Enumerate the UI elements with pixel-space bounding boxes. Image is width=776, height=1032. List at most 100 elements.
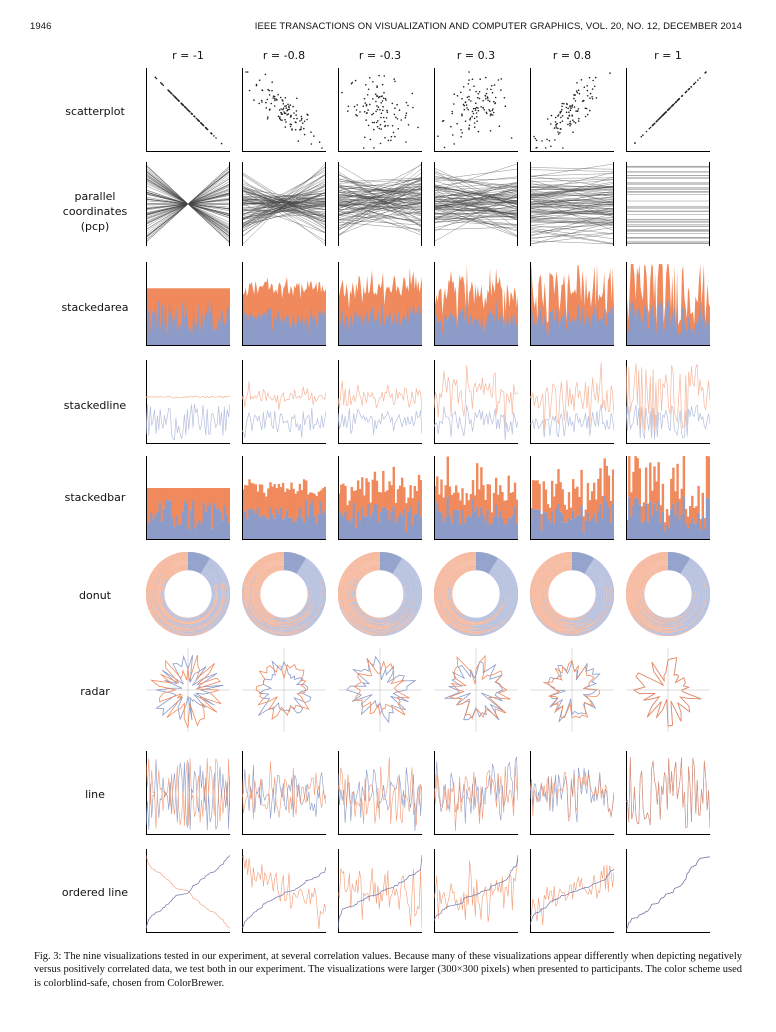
- axis: [338, 68, 422, 152]
- pcp-line: [242, 186, 326, 230]
- donut-arc-orange: [535, 557, 605, 631]
- bar-top: [415, 491, 419, 514]
- scatter-point: [473, 122, 476, 124]
- axis: [242, 68, 326, 152]
- bar-bottom: [699, 529, 702, 540]
- bar-bottom: [284, 517, 287, 540]
- stackedarea-chart: [146, 262, 230, 346]
- pcp-panel: [626, 162, 710, 246]
- donut-arc-orange: [627, 553, 669, 613]
- bar-bottom: [503, 524, 506, 540]
- donut-arc-orange: [259, 569, 285, 616]
- scatter-point: [371, 113, 373, 116]
- bar-top: [206, 488, 210, 506]
- scatter-point: [347, 105, 350, 108]
- bar-bottom: [442, 522, 445, 540]
- pcp-line: [338, 197, 422, 206]
- scatter-point: [592, 79, 594, 82]
- bar-top: [352, 490, 356, 504]
- donut-panel: [146, 552, 230, 636]
- scatter-point: [561, 120, 564, 122]
- bar-top: [682, 456, 686, 497]
- bar-top: [595, 499, 598, 523]
- bar-bottom: [494, 505, 498, 540]
- scatter-point: [569, 120, 572, 123]
- scatter-point: [473, 85, 475, 87]
- stackedbar-panel: [434, 456, 518, 540]
- scatter-point: [557, 114, 560, 116]
- bar-top: [534, 480, 537, 510]
- bar-top: [200, 488, 203, 524]
- scatter-point: [559, 121, 562, 124]
- bar-bottom: [582, 532, 585, 540]
- donut-arc-orange: [253, 563, 285, 610]
- bar-top: [457, 492, 460, 511]
- scatter-point: [573, 121, 575, 123]
- axis: [434, 849, 518, 933]
- stacked-area-bottom: [530, 301, 614, 346]
- scatter-point: [652, 123, 655, 126]
- scatter-point: [161, 83, 163, 85]
- bar-top: [546, 504, 550, 519]
- scatter-point: [483, 109, 486, 111]
- bar-bottom: [388, 520, 391, 540]
- bar-top: [417, 474, 421, 502]
- scatter-point: [398, 109, 401, 111]
- scatter-point: [294, 121, 296, 123]
- bar-bottom: [611, 503, 614, 540]
- bar-top: [275, 488, 278, 509]
- bar-bottom: [638, 504, 641, 540]
- bar-bottom: [413, 514, 416, 540]
- bar-top: [313, 493, 316, 516]
- scatter-point: [380, 112, 383, 115]
- column-label: r = 0.3: [456, 49, 496, 62]
- scatter-point: [383, 120, 386, 123]
- scatterplot-chart: [146, 68, 230, 152]
- scatter-point: [397, 128, 399, 130]
- pcp-line: [530, 183, 614, 198]
- line-panel: [626, 751, 710, 835]
- stackedbar-panel: [626, 456, 710, 540]
- scatter-point: [535, 139, 538, 142]
- pcp-line: [434, 216, 518, 225]
- orderedline-panel: [338, 849, 422, 933]
- donut-arc-orange: [147, 553, 189, 617]
- bar-top: [164, 488, 168, 500]
- bar-bottom: [505, 524, 508, 540]
- row-label: scatterplot: [65, 105, 125, 118]
- bar-top: [553, 496, 556, 525]
- bar-top: [540, 514, 543, 531]
- radar-chart: [626, 648, 710, 732]
- bar-bottom: [609, 522, 613, 540]
- bar-top: [701, 492, 704, 517]
- pcp-line: [434, 186, 518, 198]
- scatter-point: [485, 111, 488, 114]
- bar-top: [436, 476, 439, 503]
- scatter-point: [369, 77, 371, 79]
- bar-bottom: [532, 509, 535, 540]
- column-label: r = 1: [654, 49, 682, 62]
- bar-bottom: [601, 519, 604, 540]
- bar-bottom: [647, 521, 650, 540]
- donut-arc-blue: [149, 555, 227, 633]
- radar-line-orange: [542, 659, 600, 719]
- donut-chart: [242, 552, 326, 636]
- bar-bottom: [590, 518, 594, 540]
- scatter-point: [289, 104, 292, 106]
- axis: [242, 751, 326, 835]
- bar-bottom: [359, 520, 362, 540]
- bar-top: [651, 490, 654, 516]
- axis: [338, 360, 422, 444]
- scatter-point: [359, 111, 361, 113]
- scatter-point: [586, 89, 589, 92]
- bar-bottom: [384, 507, 387, 540]
- bar-top: [413, 486, 416, 515]
- scatter-point: [560, 116, 562, 119]
- donut-arc-orange: [626, 552, 694, 636]
- donut-arc-blue: [643, 569, 693, 619]
- bar-bottom: [298, 508, 302, 540]
- row-label: stackedline: [63, 399, 127, 412]
- pcp-line: [434, 186, 518, 220]
- bar-bottom: [206, 506, 210, 540]
- donut-arc-blue: [161, 567, 215, 621]
